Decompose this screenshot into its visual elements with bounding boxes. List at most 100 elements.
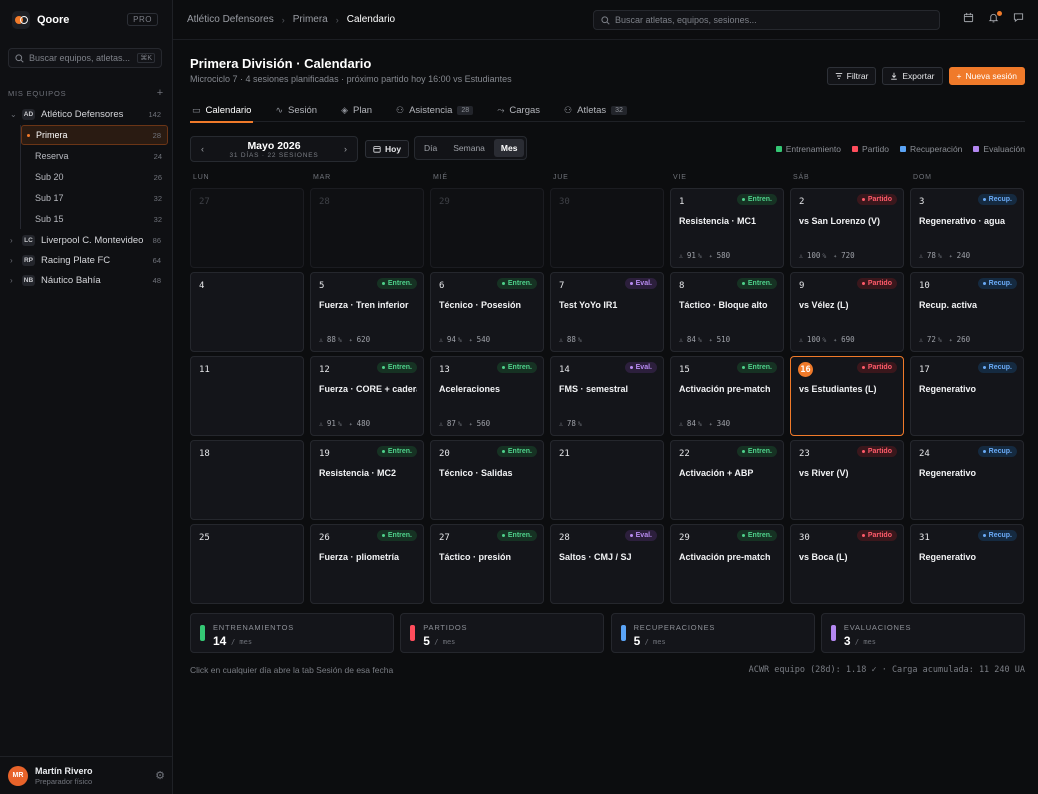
chevron-right-icon: › (10, 255, 13, 265)
person-icon: ♙ (919, 252, 927, 260)
day-number: 30 (559, 197, 570, 207)
session-type-badge: Entren. (496, 530, 537, 541)
attendance-unit: % (697, 336, 702, 344)
bell-icon[interactable] (988, 11, 1002, 26)
calendar-day[interactable]: 28 Eval. Saltos · CMJ / SJ (550, 524, 664, 604)
view-option[interactable]: Semana (453, 143, 485, 153)
session-type-badge: Partido (856, 530, 897, 541)
attendance-value: 78 (566, 419, 576, 428)
squad-item[interactable]: Reserva 24 (21, 146, 168, 166)
add-team-icon[interactable]: + (156, 87, 164, 99)
calendar-day[interactable]: 15 Entren. Activación pre-match ♙ 84% ✦ 340 (670, 356, 784, 436)
global-search-input[interactable]: Buscar atletas, equipos, sesiones... (593, 10, 940, 30)
calendar-day[interactable]: 19 Entren. Resistencia · MC2 (310, 440, 424, 520)
tab-cargas[interactable]: ⤳ Cargas (495, 98, 542, 122)
breadcrumb-squad[interactable]: Primera (292, 14, 328, 25)
new-session-button[interactable]: + Nueva sesión (948, 67, 1025, 85)
load-value: 510 (716, 335, 731, 344)
teams-section-title: MIS EQUIPOS (8, 88, 67, 98)
session-title: Táctico · presión (439, 552, 512, 562)
attendance-metric: ♙ 72% (919, 335, 942, 344)
tab-plan[interactable]: ◈ Plan (339, 98, 374, 122)
calendar-day[interactable]: 21 (550, 440, 664, 520)
calendar-day-today[interactable]: 16 Partido vs Estudiantes (L) (790, 356, 904, 436)
squad-item[interactable]: Sub 17 32 (21, 188, 168, 208)
calendar-day[interactable]: 1 Entren. Resistencia · MC1 ♙ 91% ✦ 580 (670, 188, 784, 268)
trend-icon: ⤳ (497, 104, 505, 115)
calendar-day[interactable]: 20 Entren. Técnico · Salidas (430, 440, 544, 520)
calendar-day[interactable]: 2 Partido vs San Lorenzo (V) ♙ 100% ✦ 720 (790, 188, 904, 268)
squad-item[interactable]: Primera 28 (21, 125, 168, 145)
calendar-day[interactable]: 17 Recup. Regenerativo (910, 356, 1024, 436)
sidebar-search-input[interactable]: Buscar equipos, atletas... ⌘K (8, 48, 162, 68)
calendar-day[interactable]: 28 (310, 188, 424, 268)
calendar-day[interactable]: 4 (190, 272, 304, 352)
attendance-metric: ♙ 91% (319, 419, 342, 428)
tab-atletas[interactable]: ⚇ Atletas 32 (562, 98, 629, 122)
gear-icon[interactable]: ⚙ (155, 770, 165, 782)
calendar-day[interactable]: 22 Entren. Activación + ABP (670, 440, 784, 520)
day-number: 11 (199, 365, 210, 375)
team-item[interactable]: › NB Náutico Bahía 48 (0, 270, 173, 290)
view-option[interactable]: Día (424, 143, 438, 153)
bolt-icon: ✦ (708, 420, 717, 428)
calendar-day[interactable]: 30 Partido vs Boca (L) (790, 524, 904, 604)
calendar-day[interactable]: 12 Entren. Fuerza · CORE + cadera ♙ 91% ✦ 48… (310, 356, 424, 436)
team-item[interactable]: › LC Liverpool C. Montevideo 86 (0, 230, 173, 250)
session-title: Fuerza · pliometría (319, 552, 400, 562)
calendar-day[interactable]: 11 (190, 356, 304, 436)
calendar-day[interactable]: 30 (550, 188, 664, 268)
squad-item[interactable]: Sub 15 32 (21, 209, 168, 229)
calendar-controls: ‹ Mayo 2026 31 DÍAS · 22 SESIONES › Hoy … (190, 136, 1025, 162)
team-item[interactable]: › RP Racing Plate FC 64 (0, 250, 173, 270)
calendar-day[interactable]: 26 Entren. Fuerza · pliometría (310, 524, 424, 604)
brand[interactable]: Qoore (12, 10, 69, 30)
team-item[interactable]: ⌄ AD Atlético Defensores 142 (0, 104, 173, 124)
calendar-day[interactable]: 13 Entren. Aceleraciones ♙ 87% ✦ 560 (430, 356, 544, 436)
calendar-day[interactable]: 27 (190, 188, 304, 268)
calendar-day[interactable]: 29 (430, 188, 544, 268)
calendar-day[interactable]: 3 Recup. Regenerativo · agua ♙ 78% ✦ 240 (910, 188, 1024, 268)
calendar-day[interactable]: 18 (190, 440, 304, 520)
chevron-left-icon[interactable]: ‹ (201, 144, 204, 154)
tab-calendario[interactable]: ▭ Calendario (190, 98, 254, 123)
person-icon: ♙ (439, 420, 447, 428)
calendar-day[interactable]: 27 Entren. Táctico · presión (430, 524, 544, 604)
calendar-day[interactable]: 31 Recup. Regenerativo (910, 524, 1024, 604)
calendar-day[interactable]: 9 Partido vs Vélez (L) ♙ 100% ✦ 690 (790, 272, 904, 352)
view-option[interactable]: Mes (493, 139, 525, 157)
calendar-day[interactable]: 7 Eval. Test YoYo IR1 ♙ 88% (550, 272, 664, 352)
load-value: 240 (956, 251, 971, 260)
person-icon: ♙ (319, 336, 327, 344)
chat-icon[interactable] (1013, 12, 1024, 23)
chevron-right-icon: › (10, 275, 13, 285)
breadcrumb-team[interactable]: Atlético Defensores (187, 14, 274, 25)
filter-button[interactable]: Filtrar (826, 67, 877, 85)
attendance-value: 91 (686, 251, 696, 260)
chevron-right-icon[interactable]: › (344, 144, 347, 154)
search-shortcut: ⌘K (137, 53, 155, 63)
calendar-day[interactable]: 29 Entren. Activación pre-match (670, 524, 784, 604)
calendar-day[interactable]: 25 (190, 524, 304, 604)
calendar-icon[interactable] (963, 12, 974, 23)
user-panel[interactable]: MR Martín Rivero Preparador físico ⚙ (0, 756, 173, 794)
calendar-day[interactable]: 6 Entren. Técnico · Posesión ♙ 94% ✦ 540 (430, 272, 544, 352)
attendance-unit: % (457, 336, 462, 344)
export-button[interactable]: Exportar (882, 67, 943, 85)
page-actions: Filtrar Exportar + Nueva sesión (826, 67, 1025, 85)
tab-sesión[interactable]: ∿ Sesión (273, 98, 319, 122)
squad-item[interactable]: Sub 20 26 (21, 167, 168, 187)
bolt-icon: ✦ (468, 420, 477, 428)
session-metrics: ♙ 84% ✦ 510 (679, 335, 730, 344)
acwr-summary: ACWR equipo (28d): 1.18 ✓ · Carga acumul… (748, 665, 1025, 675)
calendar-day[interactable]: 23 Partido vs River (V) (790, 440, 904, 520)
calendar-day[interactable]: 24 Recup. Regenerativo (910, 440, 1024, 520)
calendar-day[interactable]: 14 Eval. FMS · semestral ♙ 78% (550, 356, 664, 436)
user-role: Preparador físico (35, 776, 93, 786)
calendar-day[interactable]: 10 Recup. Recup. activa ♙ 72% ✦ 260 (910, 272, 1024, 352)
today-button[interactable]: Hoy (365, 140, 410, 158)
tab-asistencia[interactable]: ⚇ Asistencia 28 (394, 98, 475, 122)
calendar-day[interactable]: 8 Entren. Táctico · Bloque alto ♙ 84% ✦ 510 (670, 272, 784, 352)
calendar-day[interactable]: 5 Entren. Fuerza · Tren inferior ♙ 88% ✦ 620 (310, 272, 424, 352)
session-title: vs River (V) (799, 468, 849, 478)
